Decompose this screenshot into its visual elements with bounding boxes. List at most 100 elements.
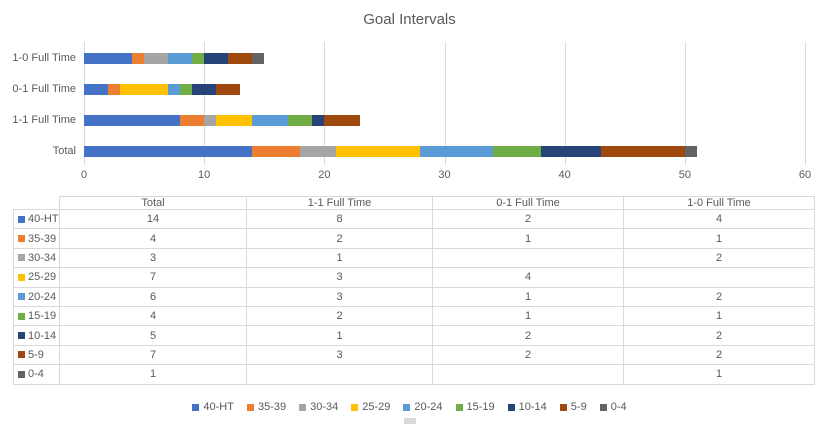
legend-key-icon	[18, 254, 25, 262]
value-cell: 2	[247, 229, 433, 249]
bar-segment-10-14-0-1 Full Time	[192, 83, 217, 95]
value-cell: 1	[247, 248, 433, 269]
legend-label: 25-29	[362, 401, 391, 413]
gridline	[204, 42, 206, 165]
category-axis-label: 1-1 Full Time	[12, 114, 76, 126]
row-label-cell: 0-4	[13, 365, 60, 385]
value-cell: 2	[433, 345, 624, 366]
row-label: 40-HT	[28, 213, 59, 226]
legend-key-icon	[18, 370, 25, 378]
legend-key-icon	[18, 332, 25, 340]
table-row: 30-34 3 1 2	[13, 248, 815, 269]
bar-segment-20-24-1-1 Full Time	[252, 114, 289, 126]
row-label-cell: 25-29	[13, 268, 60, 288]
value-cell	[247, 365, 433, 385]
bar-segment-40-HT-1-0 Full Time	[84, 52, 133, 64]
bar-segment-30-34-Total	[300, 145, 337, 157]
row-label: 20-24	[28, 290, 57, 303]
value-cell: 2	[624, 326, 815, 346]
gridline	[684, 42, 686, 165]
bar-segment-5-9-1-1 Full Time	[324, 114, 361, 126]
bar-segment-40-HT-1-1 Full Time	[84, 114, 181, 126]
x-axis-tick-label: 40	[558, 169, 571, 181]
table-header-row: Total 1-1 Full Time 0-1 Full Time 1-0 Full …	[13, 196, 815, 210]
value-cell: 2	[624, 345, 815, 366]
row-label: 15-19	[28, 310, 57, 323]
table-corner-cell	[13, 196, 60, 210]
table-header-cell: 1-1 Full Time	[247, 196, 433, 210]
value-cell: 4	[60, 306, 247, 327]
value-cell: 3	[60, 248, 247, 269]
bar-segment-10-14-Total	[540, 145, 601, 157]
table-row: 40-HT 14 8 2 4	[13, 210, 815, 230]
bar-segment-10-14-1-0 Full Time	[204, 52, 229, 64]
bar-segment-20-24-0-1 Full Time	[168, 83, 181, 95]
resize-handle-icon	[404, 418, 416, 424]
value-cell: 1	[247, 326, 433, 346]
row-label: 25-29	[28, 271, 57, 284]
value-cell: 6	[60, 287, 247, 307]
x-axis-tick-label: 0	[80, 169, 88, 181]
legend-key-icon	[18, 351, 25, 359]
value-cell: 1	[433, 229, 624, 249]
category-axis-label: 1-0 Full Time	[12, 52, 76, 64]
chart-legend: 40-HT 35-39 30-34 25-29 20-24 15-19 10-14 5-9 0-…	[0, 401, 819, 413]
value-cell: 1	[433, 306, 624, 327]
legend-swatch-icon	[192, 403, 200, 411]
x-axis-tick-label: 60	[798, 169, 812, 181]
table-header-cell: Total	[60, 196, 247, 210]
legend-swatch-icon	[559, 403, 567, 411]
bar-segment-35-39-Total	[252, 145, 301, 157]
x-axis-tick-label: 20	[318, 169, 331, 181]
value-cell: 7	[60, 345, 247, 366]
value-cell: 2	[433, 210, 624, 230]
bar-segment-15-19-0-1 Full Time	[180, 83, 193, 95]
legend-key-icon	[18, 293, 25, 301]
legend-label: 40-HT	[203, 401, 234, 413]
row-label-cell: 35-39	[13, 229, 60, 249]
value-cell: 2	[433, 326, 624, 346]
bar-segment-25-29-0-1 Full Time	[120, 83, 169, 95]
value-cell: 7	[60, 268, 247, 288]
table-row: 5-9 7 3 2 2	[13, 345, 815, 366]
table-header-cell: 0-1 Full Time	[433, 196, 624, 210]
bar-segment-5-9-Total	[600, 145, 685, 157]
legend-key-icon	[18, 273, 25, 281]
legend-label: 0-4	[610, 401, 627, 413]
legend-item-10-14: 10-14	[507, 401, 547, 413]
legend-swatch-icon	[299, 403, 307, 411]
legend-item-0-4: 0-4	[599, 401, 627, 413]
legend-key-icon	[18, 235, 25, 243]
bar-segment-35-39-0-1 Full Time	[108, 83, 121, 95]
bar-segment-40-HT-Total	[84, 145, 253, 157]
gridline	[324, 42, 326, 165]
row-label: 30-34	[28, 251, 57, 264]
value-cell	[433, 365, 624, 385]
legend-swatch-icon	[246, 403, 254, 411]
legend-item-40-HT: 40-HT	[192, 401, 234, 413]
legend-item-20-24: 20-24	[403, 401, 443, 413]
legend-label: 10-14	[518, 401, 547, 413]
x-axis-tick-label: 30	[438, 169, 451, 181]
bar-segment-35-39-1-1 Full Time	[180, 114, 205, 126]
row-label-cell: 5-9	[13, 345, 60, 366]
legend-key-icon	[18, 312, 25, 320]
gridline	[564, 42, 566, 165]
value-cell	[624, 268, 815, 288]
value-cell: 1	[624, 229, 815, 249]
bar-segment-5-9-1-0 Full Time	[228, 52, 253, 64]
bar-segment-15-19-1-1 Full Time	[288, 114, 313, 126]
legend-label: 30-34	[310, 401, 339, 413]
table-row: 15-19 4 2 1 1	[13, 306, 815, 327]
value-cell: 1	[60, 365, 247, 385]
x-axis-tick-label: 10	[198, 169, 211, 181]
row-label: 10-14	[28, 329, 57, 342]
value-cell: 14	[60, 210, 247, 230]
gridline	[84, 42, 85, 165]
row-label-cell: 40-HT	[13, 210, 60, 230]
bar-segment-25-29-Total	[336, 145, 421, 157]
row-label-cell: 30-34	[13, 248, 60, 269]
bar-segment-20-24-1-0 Full Time	[168, 52, 193, 64]
